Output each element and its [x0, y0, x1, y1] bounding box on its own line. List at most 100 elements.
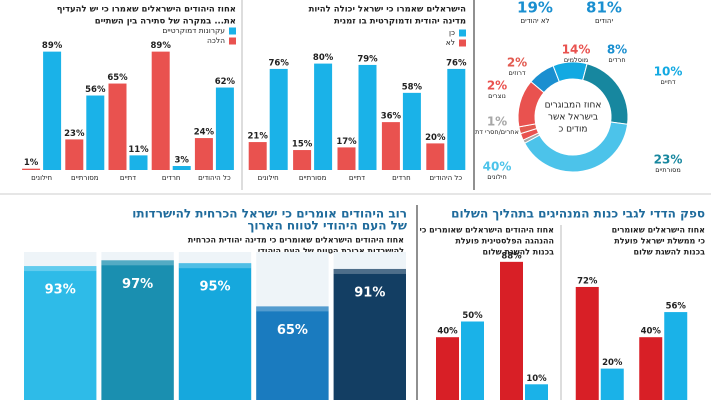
category-label: דתיים — [349, 174, 365, 182]
value-label: 20% — [425, 133, 446, 143]
donut-slice — [552, 61, 588, 83]
slice-label: חילונים — [487, 173, 507, 181]
slice-value: 14% — [562, 43, 591, 57]
bar-highlight — [256, 306, 329, 312]
value-label: 24% — [194, 128, 215, 138]
bar — [43, 51, 62, 170]
bar — [337, 147, 356, 170]
slice-value: 2% — [507, 56, 527, 70]
value-label: 50% — [462, 311, 483, 321]
slice-value: 8% — [607, 43, 627, 57]
total-value: 19% — [517, 0, 553, 17]
chart-subtitle: בכנות להשגת שלום — [483, 248, 555, 257]
slice-label: אחרים/חסרי דת — [475, 128, 519, 136]
bar-highlight — [178, 263, 252, 269]
legend-label: עקרונות דמוקרטיים — [162, 26, 225, 35]
slice-value: 23% — [654, 153, 683, 167]
chart-subtitle: אחוז הישראלים שאומרים — [612, 226, 706, 235]
bar — [402, 92, 421, 170]
legend-label: כן — [449, 28, 455, 37]
donut-title: אחוז המבוגרים — [545, 101, 602, 111]
bar-highlight — [24, 266, 97, 272]
category-label: מסורתיים — [71, 174, 99, 182]
category-label: חרדים — [392, 174, 411, 182]
slice-value: 40% — [483, 160, 512, 174]
value-label: 91% — [354, 285, 385, 300]
category-label: מסורתיים — [299, 174, 327, 182]
bar — [22, 168, 41, 170]
bar-highlight — [333, 268, 406, 274]
value-label: 21% — [248, 132, 269, 142]
category-label: חילונים — [31, 174, 52, 182]
value-label: 40% — [437, 327, 458, 337]
donut-slice — [517, 80, 545, 128]
value-label: 79% — [357, 54, 378, 64]
bar — [293, 150, 312, 170]
bar — [86, 95, 105, 170]
bar — [664, 312, 688, 400]
chart-title: ספק הדדי לגבי כנות המנהיגים בתהליך השלום — [451, 207, 705, 221]
value-label: 62% — [215, 77, 236, 87]
bar — [215, 87, 234, 170]
legend-label: לא — [446, 38, 455, 47]
chart-title: מדינה יהודית ודמוקרטית בו זמנית — [334, 17, 466, 27]
slice-label: חרדים — [608, 56, 625, 64]
slice-label: דתיים — [660, 78, 675, 86]
value-label: 97% — [122, 277, 153, 292]
bar — [172, 166, 191, 170]
value-label: 40% — [641, 327, 662, 337]
value-label: 17% — [336, 137, 357, 147]
value-label: 10% — [526, 374, 547, 384]
value-label: 1% — [24, 158, 39, 168]
legend-swatch — [459, 29, 466, 37]
legend-label: הלכה — [207, 36, 225, 45]
chart-title: של העם היהודי לטווח הארוך — [247, 219, 407, 233]
chart-subtitle: אחוז היהודים הישראלים שאומרים כי מדינה י… — [188, 236, 404, 245]
bar — [639, 337, 663, 400]
value-label: 3% — [174, 156, 189, 166]
value-label: 93% — [45, 283, 76, 298]
bar — [358, 64, 377, 170]
value-label: 20% — [602, 358, 623, 368]
chart-subtitle: ההנהגה הפלסטינית פועלת — [455, 237, 554, 246]
legend-swatch — [459, 39, 466, 47]
chart-title: את... במקרה של סתירה בין השתיים — [95, 17, 236, 27]
bar — [248, 142, 267, 170]
chart-subtitle: בכנות להשגת שלום — [634, 248, 706, 257]
bar — [461, 321, 484, 400]
total-value: 81% — [586, 0, 622, 17]
category-label: חילונים — [258, 174, 279, 182]
chart-subtitle: אחוז היהודים הישראלים שאומרים כי — [419, 226, 554, 235]
chart-title: אחוז היהודים הישראלים שאמרו כי יש להעדיף — [57, 5, 236, 15]
bar — [436, 337, 459, 400]
value-label: 65% — [107, 73, 128, 83]
slice-label: מוסלמים — [564, 56, 588, 64]
slice-label: דרוזים — [508, 69, 525, 77]
bar — [333, 268, 406, 400]
category-label: חרדים — [162, 174, 181, 182]
slice-value: 2% — [487, 79, 507, 93]
value-label: 56% — [666, 302, 687, 312]
bar — [101, 260, 174, 400]
slice-label: נוצרים — [488, 92, 506, 100]
bar — [151, 51, 170, 170]
bar — [447, 68, 466, 170]
bar — [314, 63, 333, 170]
legend-swatch — [229, 37, 236, 45]
total-label: יהודים — [595, 17, 614, 25]
bar — [24, 266, 97, 400]
value-label: 23% — [64, 129, 85, 139]
value-label: 56% — [85, 85, 106, 95]
value-label: 76% — [269, 58, 290, 68]
value-label: 76% — [446, 58, 467, 68]
bar — [500, 261, 523, 400]
value-label: 58% — [402, 82, 423, 92]
bar — [194, 138, 213, 170]
chart-title: רוב היהודים אומרים כי ישראל הכרחית להישר… — [132, 207, 407, 221]
value-label: 15% — [292, 140, 313, 150]
bar — [178, 263, 252, 400]
chart-title: הישראלים שאמרו כי ישראל יכולה להיות — [309, 5, 467, 15]
donut-center — [536, 80, 610, 154]
bar — [129, 155, 148, 170]
